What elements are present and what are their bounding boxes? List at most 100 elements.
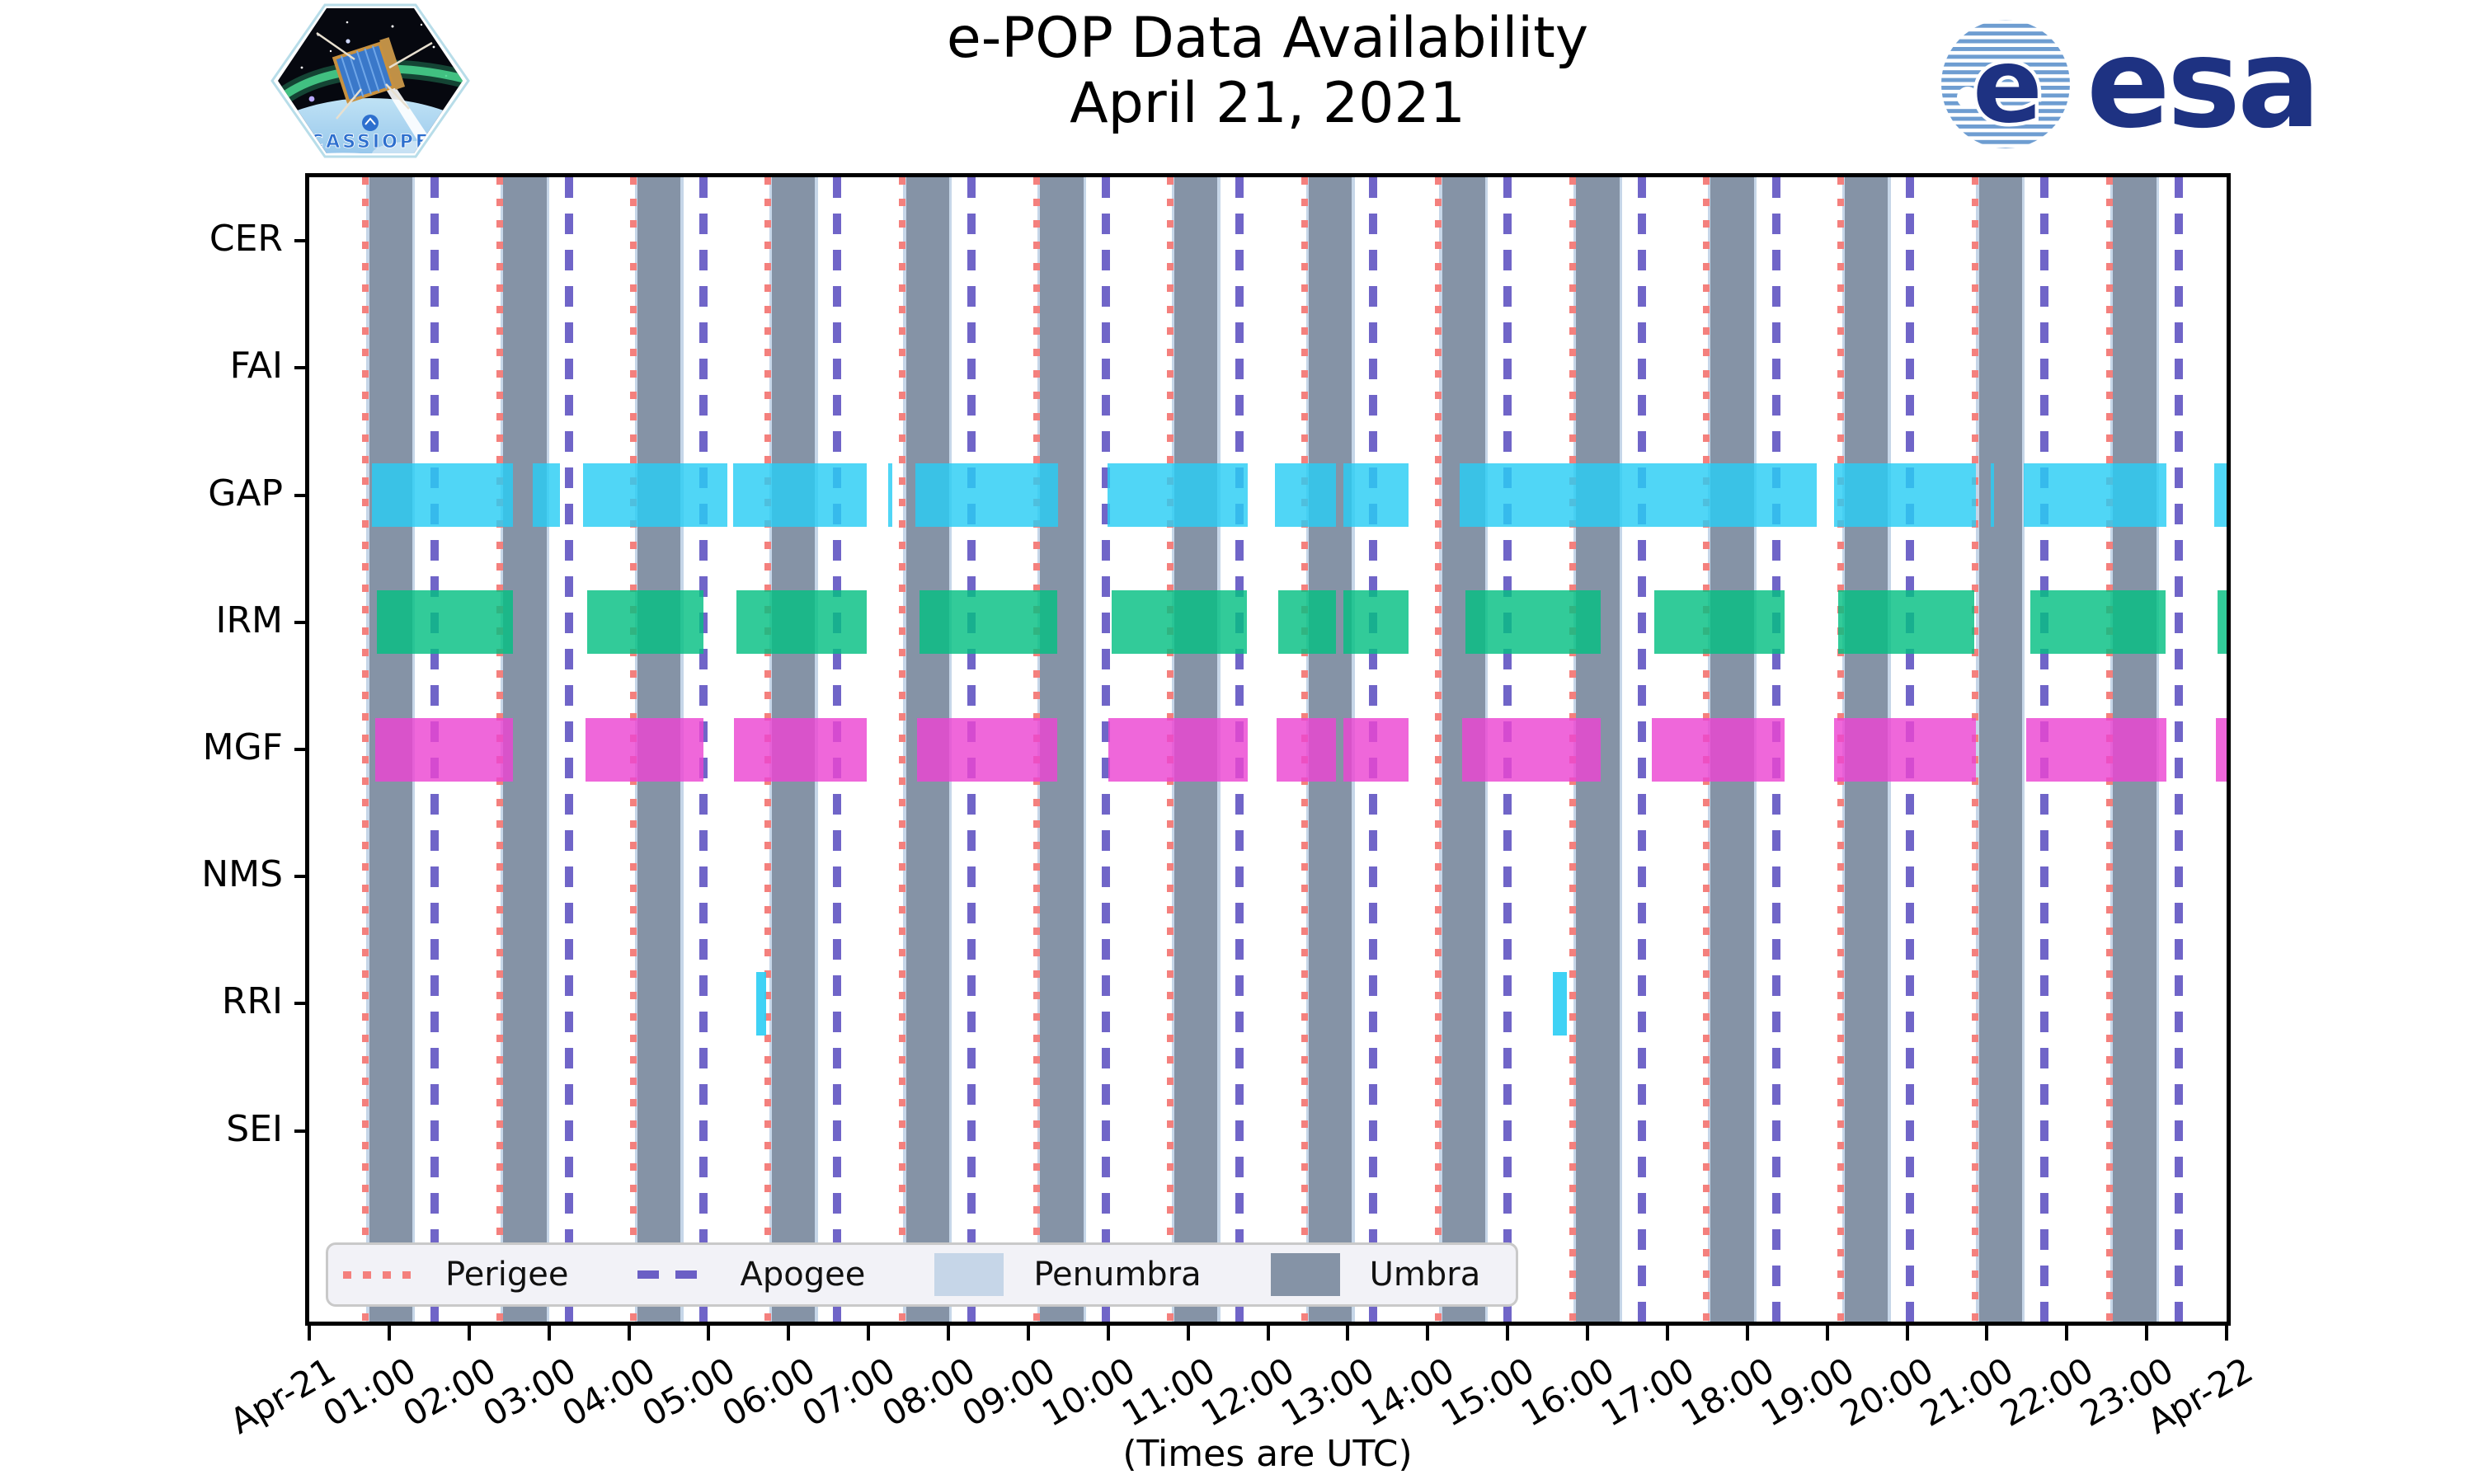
availability-bar-gap (1275, 463, 1336, 528)
availability-bar-irm (587, 590, 703, 655)
availability-bar-gap (2213, 463, 2227, 528)
y-tick-label: RRI (221, 980, 283, 1023)
availability-bar-gap (1991, 463, 1995, 528)
availability-bar-mgf (1108, 717, 1249, 782)
patch-hexagon-border (270, 3, 470, 158)
y-tick (294, 1129, 309, 1133)
x-tick (1186, 1326, 1190, 1341)
availability-bar-mgf (586, 717, 703, 782)
x-tick (1905, 1326, 1909, 1341)
availability-bar-mgf (1834, 717, 1976, 782)
x-tick (547, 1326, 551, 1341)
patch-csa-roundel (362, 115, 379, 131)
perigee-line (1434, 177, 1442, 1322)
x-tick (467, 1326, 471, 1341)
plot-area (305, 173, 2231, 1326)
availability-bar-gap (733, 463, 868, 528)
esa-wordmark: esa (2086, 12, 2317, 156)
y-tick-label: NMS (201, 853, 283, 896)
y-tick-label: SEI (226, 1107, 283, 1150)
x-tick (2065, 1326, 2069, 1341)
availability-bar-rri (755, 971, 767, 1036)
availability-bar-mgf (375, 717, 514, 782)
legend: Perigee Apogee Penumbra Umbra (326, 1242, 1518, 1307)
legend-label-penumbra: Penumbra (1033, 1256, 1202, 1294)
availability-bar-gap (1343, 463, 1409, 528)
x-axis-title: (Times are UTC) (1122, 1433, 1413, 1475)
y-tick (294, 875, 309, 879)
legend-item-apogee: Apogee (637, 1256, 865, 1294)
availability-bar-mgf (2216, 717, 2227, 782)
apogee-line (564, 177, 573, 1322)
availability-bar-gap (371, 463, 514, 528)
legend-item-penumbra: Penumbra (934, 1253, 1202, 1296)
apogee-line (698, 177, 708, 1322)
penumbra-patch-swatch (934, 1253, 1004, 1296)
patch-mission-name: CASSIOPE (310, 132, 430, 153)
availability-bar-gap (915, 463, 1058, 528)
x-tick (387, 1326, 391, 1341)
availability-bar-mgf (1461, 717, 1602, 782)
y-tick (294, 620, 309, 624)
x-tick-label: 08:00 (875, 1350, 982, 1435)
penumbra-band (1619, 177, 1623, 1322)
availability-bar-irm (377, 590, 514, 655)
x-tick (707, 1326, 711, 1341)
availability-bar-irm (1465, 590, 1602, 655)
y-tick-label: MGF (202, 726, 283, 768)
esa-globe-icon: e (1941, 20, 2070, 148)
x-tick (1665, 1326, 1669, 1341)
page-title: e-POP Data Availability April 21, 2021 (947, 6, 1588, 137)
y-tick (294, 748, 309, 751)
x-tick-label: 17:00 (1594, 1350, 1701, 1435)
apogee-dashed-line-swatch (637, 1270, 711, 1279)
availability-bar-gap (533, 463, 561, 528)
availability-bar-irm (1343, 590, 1409, 655)
x-tick (1506, 1326, 1510, 1341)
y-tick-label: GAP (208, 472, 283, 514)
x-tick-label: 01:00 (316, 1350, 423, 1435)
availability-bar-mgf (1652, 717, 1785, 782)
perigee-line (898, 177, 905, 1322)
patch-antennas (316, 31, 433, 120)
x-tick (1426, 1326, 1430, 1341)
availability-bar-gap (583, 463, 727, 528)
legend-label-umbra: Umbra (1369, 1256, 1481, 1294)
y-tick (294, 239, 309, 243)
x-tick (867, 1326, 871, 1341)
availability-bar-irm (1838, 590, 1974, 655)
availability-bar-gap (888, 463, 893, 528)
x-tick (1825, 1326, 1829, 1341)
availability-bar-irm (736, 590, 868, 655)
x-tick (1985, 1326, 1989, 1341)
availability-bar-mgf (1343, 717, 1409, 782)
availability-bar-mgf (1277, 717, 1336, 782)
y-tick-label: CER (209, 218, 283, 261)
legend-label-apogee: Apogee (740, 1256, 866, 1294)
y-tick (294, 366, 309, 370)
x-tick (1586, 1326, 1589, 1341)
x-tick (2225, 1326, 2228, 1341)
x-tick (947, 1326, 950, 1341)
x-tick (308, 1326, 311, 1341)
y-tick-label: IRM (215, 599, 283, 641)
x-tick-label: 02:00 (395, 1350, 503, 1435)
x-tick-label: 09:00 (955, 1350, 1062, 1435)
availability-bar-mgf (917, 717, 1057, 782)
x-tick-label: 18:00 (1673, 1350, 1781, 1435)
availability-bar-gap (2023, 463, 2167, 528)
availability-bar-rri (1553, 971, 1567, 1036)
apogee-line (1101, 177, 1110, 1322)
title-line-2: April 21, 2021 (1070, 70, 1465, 136)
x-tick (1745, 1326, 1749, 1341)
availability-bar-irm (2030, 590, 2166, 655)
x-tick (627, 1326, 631, 1341)
x-tick (2145, 1326, 2149, 1341)
availability-bar-gap (1107, 463, 1249, 528)
apogee-line (2174, 177, 2183, 1322)
apogee-line (1637, 177, 1646, 1322)
x-tick (1266, 1326, 1270, 1341)
availability-bar-irm (1111, 590, 1248, 655)
availability-bar-mgf (2025, 717, 2167, 782)
